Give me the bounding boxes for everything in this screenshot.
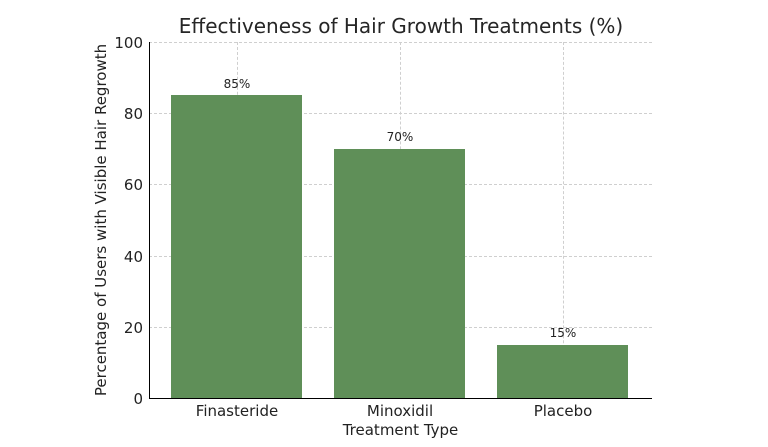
bar-minoxidil [334,148,465,398]
value-label-minoxidil: 70% [386,130,414,144]
value-label-placebo: 15% [549,326,577,340]
y-tick-20: 20 [123,319,143,337]
y-tick-40: 40 [123,248,143,266]
y-tick-0: 0 [133,390,143,408]
x-axis-line [149,397,652,399]
gridline-x-placebo [563,42,564,398]
x-tick-placebo: Placebo [533,402,593,420]
y-tick-labels: 0 20 40 60 80 100 [100,34,143,408]
y-tick-60: 60 [123,176,143,194]
y-axis-line [149,42,151,398]
x-axis-label: Treatment Type [342,421,459,439]
y-tick-100: 100 [114,34,143,52]
y-axis-label: Percentage of Users with Visible Hair Re… [92,43,110,397]
chart-title: Effectiveness of Hair Growth Treatments … [178,14,624,38]
bar-placebo [497,344,628,398]
bar-finasteride [171,95,302,398]
y-tick-80: 80 [123,105,143,123]
value-label-finasteride: 85% [223,77,251,91]
x-tick-minoxidil: Minoxidil [366,402,434,420]
plot-area: 85% 70% 15% Finasteride Minoxidil Placeb… [149,42,652,420]
x-tick-finasteride: Finasteride [195,402,279,420]
